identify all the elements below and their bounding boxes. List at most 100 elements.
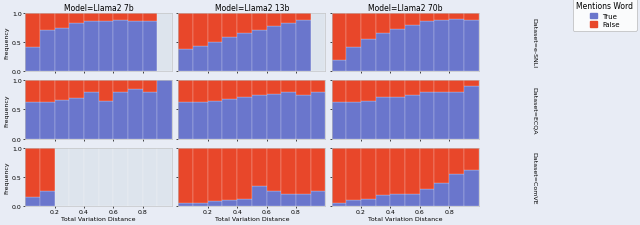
Bar (69, 81, 84, 98)
Bar (99, 148, 113, 206)
Bar (237, 81, 252, 97)
Bar (420, 148, 435, 189)
Bar (405, 81, 420, 95)
Bar (346, 47, 361, 72)
Bar (252, 186, 267, 206)
Bar (128, 90, 143, 139)
Bar (361, 40, 376, 72)
Bar (464, 170, 479, 206)
Bar (281, 194, 296, 206)
Bar (193, 14, 208, 47)
Bar (223, 99, 237, 139)
Bar (113, 14, 128, 21)
Bar (376, 14, 390, 34)
Bar (267, 94, 281, 139)
Bar (420, 21, 435, 72)
Bar (449, 92, 464, 139)
Bar (99, 21, 113, 72)
Bar (390, 14, 405, 30)
Bar (40, 14, 54, 31)
Bar (99, 101, 113, 139)
Bar (332, 60, 346, 72)
Bar (99, 81, 113, 101)
Bar (237, 34, 252, 72)
Bar (179, 102, 193, 139)
Bar (179, 81, 193, 102)
Bar (193, 47, 208, 72)
Bar (40, 191, 54, 206)
Bar (223, 38, 237, 72)
Y-axis label: Dataset=e-SNLI: Dataset=e-SNLI (532, 18, 536, 68)
Bar (84, 148, 99, 206)
Bar (390, 194, 405, 206)
Bar (464, 87, 479, 139)
Bar (69, 24, 84, 72)
Bar (420, 14, 435, 21)
Bar (296, 95, 310, 139)
Bar (435, 92, 449, 139)
Bar (376, 34, 390, 72)
Bar (296, 14, 310, 21)
Bar (193, 81, 208, 102)
Bar (435, 148, 449, 183)
Bar (25, 47, 40, 72)
Bar (208, 201, 223, 206)
Bar (208, 14, 223, 43)
Bar (193, 203, 208, 206)
Legend: True, False: True, False (573, 0, 637, 32)
Bar (390, 97, 405, 139)
Bar (296, 194, 310, 206)
Bar (113, 81, 128, 92)
Y-axis label: Frequency: Frequency (4, 161, 9, 193)
X-axis label: Total Variation Distance: Total Variation Distance (61, 216, 136, 221)
Bar (376, 97, 390, 139)
Bar (435, 21, 449, 72)
Bar (346, 14, 361, 47)
Bar (84, 14, 99, 21)
Bar (143, 92, 157, 139)
Bar (25, 81, 40, 102)
Y-axis label: Dataset=ComVE: Dataset=ComVE (532, 151, 536, 203)
Bar (464, 14, 479, 21)
Bar (69, 98, 84, 139)
Bar (267, 14, 281, 27)
Bar (267, 191, 281, 206)
Bar (193, 102, 208, 139)
Bar (40, 31, 54, 72)
Bar (237, 199, 252, 206)
Bar (464, 81, 479, 87)
Bar (143, 81, 157, 92)
Bar (310, 191, 325, 206)
Bar (128, 21, 143, 72)
Bar (40, 81, 54, 102)
Bar (99, 14, 113, 21)
Bar (267, 81, 281, 94)
Bar (193, 148, 208, 203)
Title: Model=Llama2 70b: Model=Llama2 70b (368, 4, 442, 13)
Bar (405, 25, 420, 72)
Bar (405, 194, 420, 206)
Bar (252, 31, 267, 72)
Bar (310, 14, 325, 72)
Title: Model=Llama2 13b: Model=Llama2 13b (214, 4, 289, 13)
Bar (310, 92, 325, 139)
Bar (281, 148, 296, 194)
Bar (332, 148, 346, 203)
Bar (143, 14, 157, 21)
Bar (420, 92, 435, 139)
Bar (449, 81, 464, 92)
Bar (237, 14, 252, 34)
Bar (208, 148, 223, 201)
Bar (69, 148, 84, 206)
Bar (405, 14, 420, 25)
Y-axis label: Frequency: Frequency (4, 27, 9, 59)
Bar (405, 95, 420, 139)
Bar (69, 14, 84, 24)
Bar (435, 14, 449, 21)
Bar (128, 14, 143, 21)
Bar (346, 148, 361, 200)
Bar (332, 203, 346, 206)
Bar (54, 100, 69, 139)
Bar (208, 101, 223, 139)
Bar (113, 21, 128, 72)
